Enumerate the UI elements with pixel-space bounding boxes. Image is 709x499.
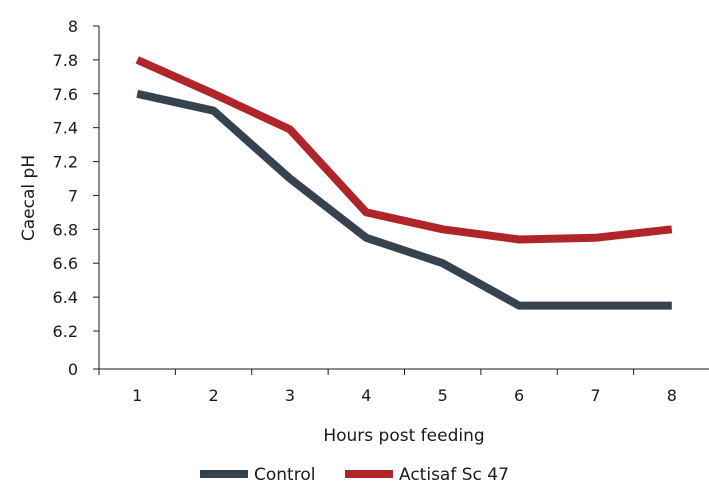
y-axis-title: Caecal pH	[19, 155, 39, 241]
y-tick-label: 8	[68, 17, 78, 36]
x-tick-label: 1	[132, 386, 142, 405]
x-tick-label: 4	[361, 386, 371, 405]
legend-label: Control	[254, 465, 315, 485]
x-tick-label: 7	[590, 386, 600, 405]
axes: 0 6.2 6.4 6.6 6.8 7 7.2 7.4 7.6 7.8 8 1 2 3 4 5 6 7 8	[53, 17, 709, 405]
legend-label: Actisaf Sc 47	[399, 465, 509, 485]
x-tick-label: 8	[667, 386, 677, 405]
y-tick-label: 7	[68, 186, 78, 205]
series-line-control	[136, 89, 672, 310]
y-tick-label: 6.2	[53, 322, 78, 341]
y-tick-label: 6.6	[53, 254, 78, 273]
y-tick-label: 6.8	[53, 220, 78, 239]
x-tick-label: 5	[438, 386, 448, 405]
legend: Control Actisaf Sc 47	[200, 465, 509, 485]
y-tick-label: 7.8	[53, 51, 78, 70]
y-tick-label: 6.4	[53, 288, 78, 307]
series-layer	[135, 56, 673, 310]
y-tick-label: 7.4	[53, 119, 78, 138]
x-tick-label: 2	[208, 386, 218, 405]
y-tick-label: 7.2	[53, 153, 78, 172]
x-tick-label: 6	[514, 386, 524, 405]
x-tick-label: 3	[285, 386, 295, 405]
y-tick-label: 7.6	[53, 85, 78, 104]
y-tick-label: 0	[68, 360, 78, 379]
series-line-actisaf	[135, 56, 673, 244]
x-axis-title: Hours post feeding	[323, 426, 484, 446]
